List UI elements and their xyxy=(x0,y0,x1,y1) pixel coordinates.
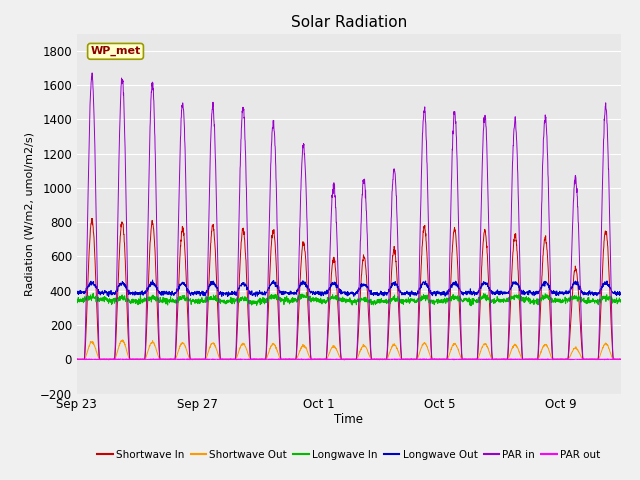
Shortwave In xyxy=(126,357,134,362)
Shortwave In xyxy=(88,216,96,221)
PAR out xyxy=(617,357,625,362)
Shortwave In xyxy=(617,357,625,362)
Shortwave In xyxy=(271,232,278,238)
Longwave Out xyxy=(406,294,414,300)
X-axis label: Time: Time xyxy=(334,413,364,426)
Longwave Out xyxy=(366,288,374,294)
PAR out xyxy=(340,357,348,363)
Line: PAR in: PAR in xyxy=(77,73,621,360)
PAR in xyxy=(126,357,134,362)
Longwave In xyxy=(193,298,201,303)
PAR in xyxy=(194,357,202,362)
Shortwave In xyxy=(194,357,202,362)
Line: Longwave In: Longwave In xyxy=(77,292,621,306)
Shortwave In xyxy=(547,319,554,324)
Title: Solar Radiation: Solar Radiation xyxy=(291,15,407,30)
Legend: Shortwave In, Shortwave Out, Longwave In, Longwave Out, PAR in, PAR out: Shortwave In, Shortwave Out, Longwave In… xyxy=(93,445,605,464)
Shortwave In xyxy=(366,339,374,345)
Shortwave Out xyxy=(547,352,554,358)
Shortwave Out xyxy=(366,354,374,360)
PAR in xyxy=(271,128,278,134)
PAR in xyxy=(159,357,166,362)
Longwave Out xyxy=(617,292,625,298)
Longwave In xyxy=(158,298,166,303)
Longwave Out xyxy=(271,279,278,285)
Line: Shortwave Out: Shortwave Out xyxy=(77,340,621,360)
PAR out xyxy=(158,357,166,362)
Shortwave Out xyxy=(194,357,202,362)
Longwave Out xyxy=(125,290,133,296)
Shortwave In xyxy=(159,357,166,362)
Line: Longwave Out: Longwave Out xyxy=(77,280,621,297)
Longwave Out xyxy=(148,277,156,283)
Longwave Out xyxy=(547,288,554,293)
Shortwave Out xyxy=(617,357,625,362)
Shortwave Out xyxy=(126,357,134,362)
PAR in xyxy=(88,70,96,76)
PAR out xyxy=(610,356,618,361)
Longwave In xyxy=(73,298,81,303)
Shortwave In xyxy=(73,357,81,362)
Longwave Out xyxy=(194,289,202,295)
PAR out xyxy=(270,357,278,362)
Text: WP_met: WP_met xyxy=(90,46,141,57)
Longwave Out xyxy=(159,291,166,297)
Longwave In xyxy=(467,303,475,309)
PAR in xyxy=(547,279,554,285)
Shortwave Out xyxy=(159,357,166,362)
Line: PAR out: PAR out xyxy=(77,359,621,360)
PAR out xyxy=(366,357,374,362)
Shortwave Out xyxy=(119,337,127,343)
PAR out xyxy=(193,356,201,362)
Shortwave Out xyxy=(73,357,81,362)
PAR out xyxy=(73,357,81,362)
Longwave In xyxy=(270,293,278,299)
Longwave In xyxy=(125,298,133,303)
Longwave In xyxy=(617,299,625,304)
PAR out xyxy=(125,357,133,362)
Longwave Out xyxy=(73,291,81,297)
PAR in xyxy=(73,357,81,362)
PAR out xyxy=(547,356,554,362)
Longwave In xyxy=(366,298,374,303)
Shortwave Out xyxy=(271,341,278,347)
Y-axis label: Radiation (W/m2, umol/m2/s): Radiation (W/m2, umol/m2/s) xyxy=(24,132,35,296)
Longwave In xyxy=(547,297,554,303)
PAR in xyxy=(617,357,625,362)
Longwave In xyxy=(303,289,310,295)
PAR in xyxy=(366,326,374,332)
Line: Shortwave In: Shortwave In xyxy=(77,218,621,360)
